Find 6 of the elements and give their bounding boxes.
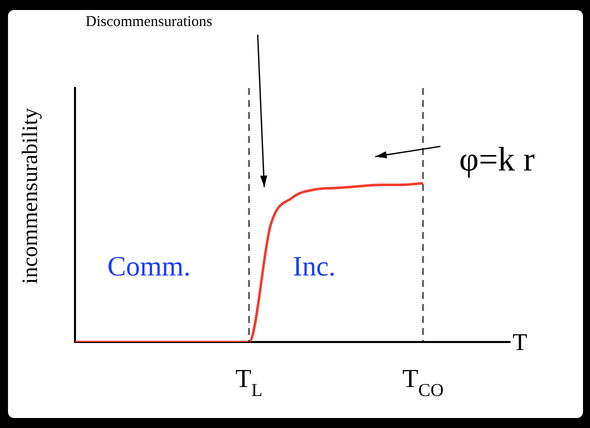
y-axis-title: incommensurability (17, 108, 42, 284)
text: φ=k r (459, 142, 536, 179)
x-axis-title: T (512, 330, 528, 356)
annotation: Inc. (292, 252, 336, 283)
text: Discommensurations (86, 14, 212, 30)
annotation: Comm. (107, 252, 191, 283)
